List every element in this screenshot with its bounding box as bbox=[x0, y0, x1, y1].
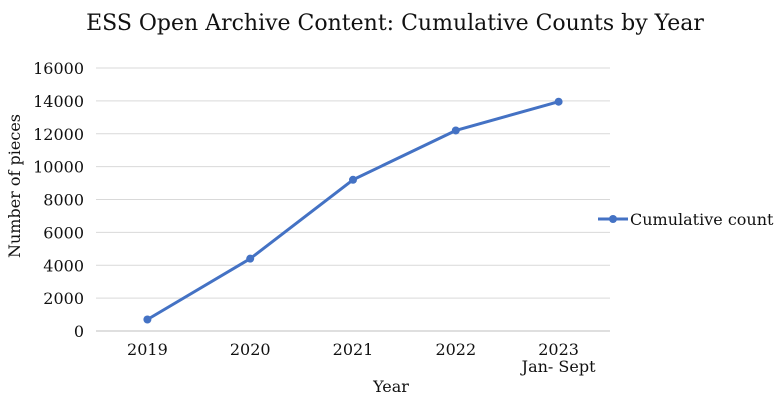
data-point bbox=[143, 315, 152, 324]
chart-title: ESS Open Archive Content: Cumulative Cou… bbox=[86, 11, 704, 36]
x-tick-label: 2023 bbox=[538, 340, 579, 359]
legend-point-marker bbox=[609, 215, 617, 223]
y-tick-label: 14000 bbox=[33, 92, 84, 111]
series-group bbox=[143, 97, 563, 324]
x-tick-label: 2019 bbox=[127, 340, 168, 359]
y-tick-label: 2000 bbox=[43, 289, 84, 308]
data-point bbox=[349, 175, 357, 184]
x-tick-label: 2020 bbox=[230, 340, 271, 359]
data-point bbox=[246, 254, 255, 263]
y-tick-labels: 0 2000 4000 6000 8000 10000 12000 14000 16000 bbox=[33, 59, 84, 341]
data-point bbox=[554, 97, 563, 106]
y-tick-label: 16000 bbox=[33, 59, 84, 78]
y-tick-label: 0 bbox=[74, 322, 84, 341]
legend: Cumulative count bbox=[598, 210, 774, 229]
x-tick-sublabel: Jan- Sept bbox=[520, 357, 596, 376]
y-tick-label: 10000 bbox=[33, 158, 84, 177]
y-tick-label: 8000 bbox=[43, 191, 84, 210]
x-tick-label: 2021 bbox=[333, 340, 374, 359]
x-axis-label: Year bbox=[372, 377, 409, 396]
y-tick-label: 12000 bbox=[33, 125, 84, 144]
y-axis-label: Number of pieces bbox=[5, 114, 24, 258]
legend-label: Cumulative count bbox=[630, 210, 774, 229]
y-tick-label: 6000 bbox=[43, 223, 84, 242]
y-tick-label: 4000 bbox=[43, 256, 84, 275]
series-line bbox=[146, 100, 560, 321]
data-point bbox=[451, 126, 460, 135]
x-tick-label: 2022 bbox=[435, 340, 476, 359]
